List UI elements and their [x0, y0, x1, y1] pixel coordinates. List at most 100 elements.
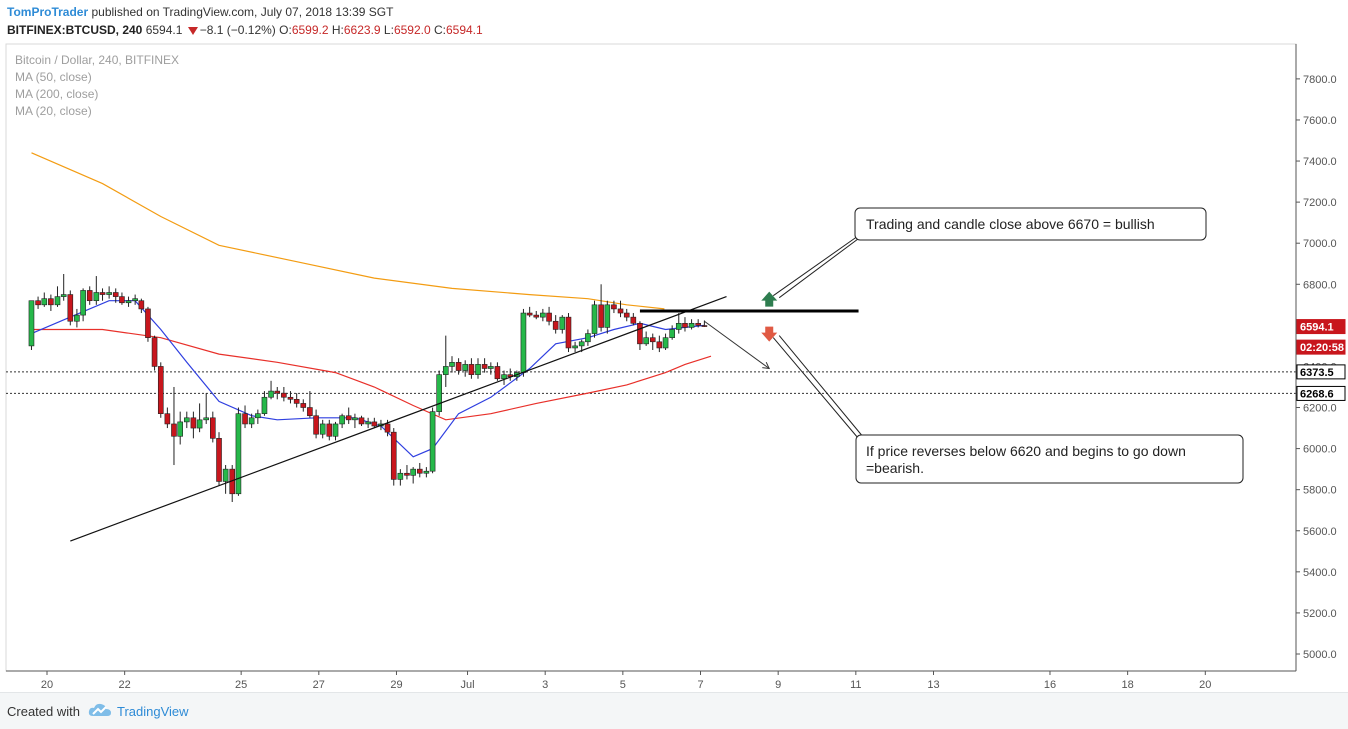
- candle-body[interactable]: [248, 417, 255, 425]
- candle-body[interactable]: [54, 296, 61, 306]
- candle-body[interactable]: [216, 438, 222, 482]
- price-chart[interactable]: Bitcoin / Dollar, 240, BITFINEX MA (50, …: [0, 0, 1348, 692]
- candle-body[interactable]: [488, 366, 494, 369]
- candle-body[interactable]: [86, 290, 93, 302]
- candle-body[interactable]: [442, 366, 449, 375]
- candle-body[interactable]: [255, 413, 261, 419]
- candle-body[interactable]: [656, 341, 663, 349]
- candle-body[interactable]: [520, 312, 527, 373]
- candle-body[interactable]: [390, 431, 397, 480]
- candle-body[interactable]: [60, 294, 67, 297]
- candle-body[interactable]: [74, 314, 80, 322]
- candle-body[interactable]: [604, 304, 611, 328]
- candle-body[interactable]: [183, 417, 190, 423]
- legend-ma50[interactable]: MA (50, close): [15, 70, 92, 84]
- candle-body[interactable]: [462, 364, 468, 371]
- candle-body[interactable]: [313, 415, 319, 435]
- candle-body[interactable]: [637, 323, 643, 345]
- candle-body[interactable]: [365, 421, 371, 425]
- candle-body[interactable]: [559, 316, 566, 330]
- candle-body[interactable]: [222, 468, 229, 482]
- candle-body[interactable]: [611, 304, 617, 310]
- candle-body[interactable]: [475, 364, 481, 375]
- candle-body[interactable]: [151, 337, 158, 367]
- candle-body[interactable]: [106, 292, 112, 295]
- bullish-callout-box[interactable]: [854, 207, 1207, 241]
- candle-body[interactable]: [695, 323, 701, 326]
- candle-body[interactable]: [352, 417, 358, 421]
- candle-body[interactable]: [526, 312, 533, 316]
- candle-body[interactable]: [404, 472, 410, 476]
- candle-body[interactable]: [416, 468, 423, 474]
- candle-body[interactable]: [242, 413, 248, 425]
- candle-body[interactable]: [196, 419, 203, 429]
- candle-body[interactable]: [682, 323, 688, 328]
- tradingview-link[interactable]: TradingView: [117, 704, 189, 719]
- candle-body[interactable]: [598, 304, 604, 328]
- candle-body[interactable]: [423, 470, 430, 474]
- candle-body[interactable]: [675, 323, 682, 330]
- candle-body[interactable]: [540, 312, 546, 318]
- candle-body[interactable]: [546, 312, 552, 322]
- candle-body[interactable]: [132, 298, 138, 302]
- legend-ma20[interactable]: MA (20, close): [15, 104, 92, 118]
- candle-body[interactable]: [410, 468, 416, 476]
- candle-body[interactable]: [578, 341, 585, 347]
- candle-body[interactable]: [164, 413, 171, 425]
- candle-body[interactable]: [436, 374, 442, 412]
- candle-body[interactable]: [552, 320, 559, 330]
- time-axis[interactable]: 20 22 25 27 29 Jul 3 5 7 9 11 13 16 18 20: [6, 670, 1296, 691]
- candle-body[interactable]: [358, 417, 365, 425]
- candle-body[interactable]: [203, 417, 210, 421]
- candle-body[interactable]: [287, 396, 294, 400]
- tradingview-cloud-icon[interactable]: [88, 701, 112, 719]
- candle-body[interactable]: [319, 423, 326, 435]
- candle-body[interactable]: [80, 290, 86, 316]
- candle-body[interactable]: [145, 308, 151, 338]
- candle-body[interactable]: [455, 362, 462, 371]
- candle-body[interactable]: [533, 314, 540, 318]
- candle-body[interactable]: [274, 390, 281, 394]
- candle-body[interactable]: [339, 415, 345, 425]
- candle-body[interactable]: [261, 396, 268, 414]
- price-axis[interactable]: 7800.07600.07400.07200.07000.06800.06600…: [1295, 44, 1348, 671]
- candle-body[interactable]: [300, 403, 307, 408]
- candle-body[interactable]: [138, 300, 145, 310]
- candle-body[interactable]: [293, 399, 300, 404]
- candle-body[interactable]: [157, 366, 164, 414]
- candle-body[interactable]: [397, 472, 404, 480]
- candle-body[interactable]: [332, 423, 339, 437]
- candle-body[interactable]: [630, 316, 637, 324]
- candle-body[interactable]: [481, 364, 488, 369]
- candle-body[interactable]: [623, 312, 630, 318]
- candle-body[interactable]: [67, 294, 74, 322]
- candle-body[interactable]: [177, 421, 183, 437]
- candle-body[interactable]: [701, 325, 708, 327]
- candle-body[interactable]: [28, 300, 35, 347]
- candle-body[interactable]: [281, 392, 287, 398]
- candle-body[interactable]: [565, 316, 572, 349]
- candle-body[interactable]: [345, 415, 352, 421]
- candle-body[interactable]: [649, 337, 656, 343]
- candle-body[interactable]: [449, 362, 455, 367]
- candle-body[interactable]: [125, 300, 132, 304]
- trendline[interactable]: [70, 296, 727, 542]
- candle-body[interactable]: [688, 323, 695, 328]
- candle-body[interactable]: [210, 417, 216, 439]
- candle-body[interactable]: [41, 298, 48, 306]
- candle-body[interactable]: [119, 296, 125, 304]
- candle-body[interactable]: [591, 304, 598, 334]
- candle-body[interactable]: [35, 300, 41, 306]
- candle-body[interactable]: [235, 413, 242, 495]
- candle-body[interactable]: [662, 337, 669, 349]
- projection-line[interactable]: [704, 320, 770, 369]
- author-link[interactable]: TomProTrader: [7, 5, 89, 19]
- bearish-callout-box[interactable]: [855, 434, 1244, 484]
- candle-body[interactable]: [268, 390, 274, 398]
- candle-body[interactable]: [190, 417, 197, 429]
- candle-body[interactable]: [617, 308, 624, 314]
- candle-body[interactable]: [48, 298, 54, 306]
- candle-body[interactable]: [468, 364, 475, 375]
- candle-body[interactable]: [112, 292, 119, 297]
- candle-body[interactable]: [585, 333, 591, 343]
